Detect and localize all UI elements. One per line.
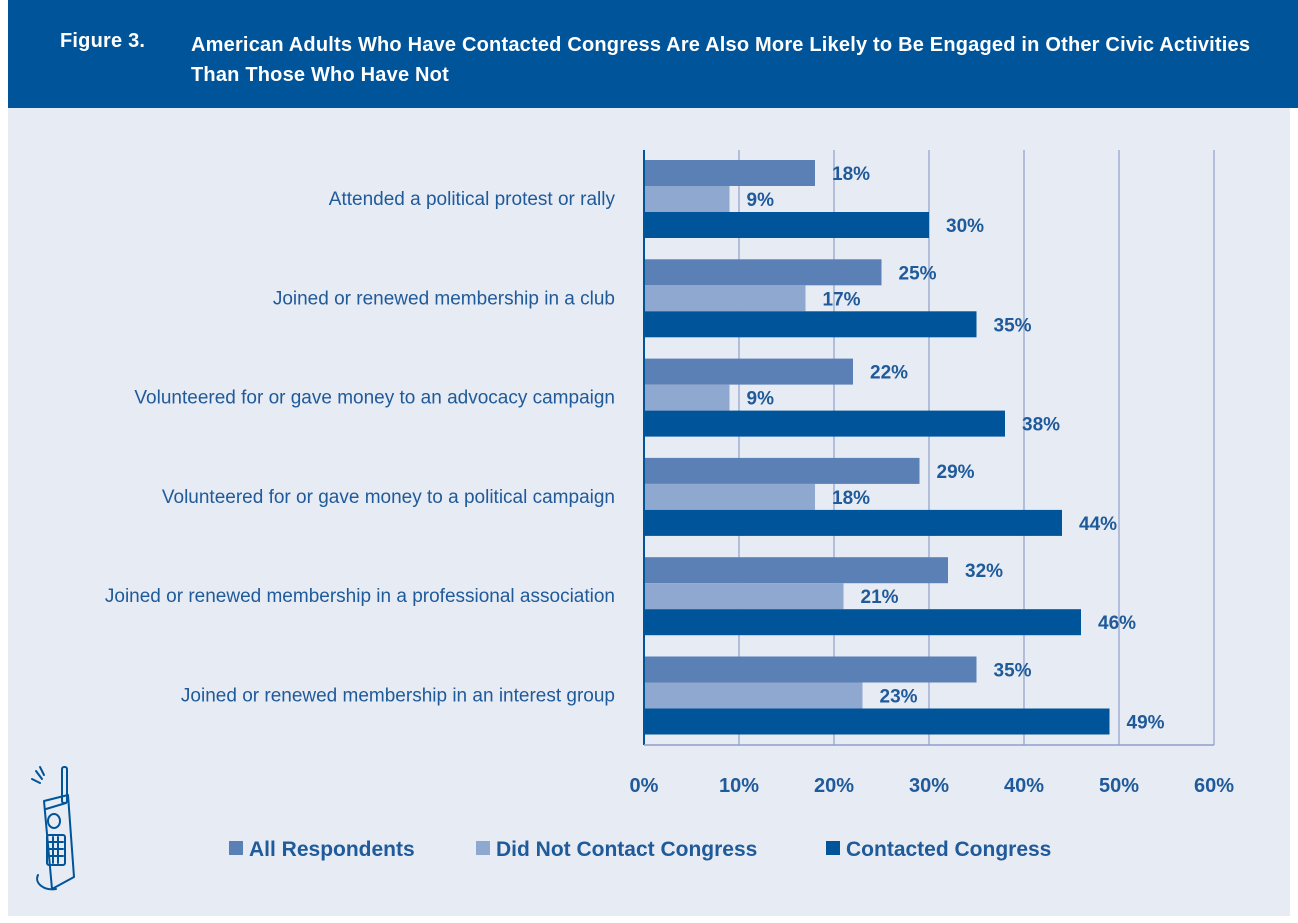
figure-title: American Adults Who Have Contacted Congr… bbox=[191, 34, 1251, 86]
bar-value-label: 18% bbox=[832, 164, 870, 185]
bar bbox=[644, 384, 730, 411]
legend-label: Did Not Contact Congress bbox=[496, 838, 757, 861]
bar-value-label: 29% bbox=[937, 462, 975, 483]
bar-value-label: 44% bbox=[1079, 514, 1117, 535]
bar-value-label: 30% bbox=[946, 216, 984, 237]
bar bbox=[644, 656, 977, 683]
category-label: Volunteered for or gave money to an advo… bbox=[134, 388, 615, 409]
category-label: Joined or renewed membership in a profes… bbox=[105, 586, 615, 607]
bar bbox=[644, 609, 1081, 636]
bar-value-label: 38% bbox=[1022, 415, 1060, 436]
figure-header: Figure 3. American Adults Who Have Conta… bbox=[8, 0, 1298, 108]
bar-value-label: 17% bbox=[823, 289, 861, 310]
category-label: Attended a political protest or rally bbox=[329, 189, 616, 210]
bar-value-label: 9% bbox=[747, 389, 775, 410]
x-tick-label: 60% bbox=[1194, 775, 1234, 797]
bar bbox=[644, 259, 882, 286]
category-label: Joined or renewed membership in an inter… bbox=[181, 686, 615, 707]
bar bbox=[644, 212, 929, 238]
bar bbox=[644, 457, 920, 484]
legend-swatch bbox=[476, 841, 490, 855]
bar-value-label: 23% bbox=[880, 687, 918, 708]
figure-label: Figure 3. bbox=[60, 30, 146, 52]
x-tick-label: 50% bbox=[1099, 775, 1139, 797]
bar bbox=[644, 583, 844, 610]
bar bbox=[644, 358, 853, 385]
bar-value-label: 49% bbox=[1127, 713, 1165, 734]
bar-value-label: 32% bbox=[965, 561, 1003, 582]
bar-value-label: 35% bbox=[994, 661, 1032, 682]
x-tick-label: 20% bbox=[814, 775, 854, 797]
x-tick-label: 40% bbox=[1004, 775, 1044, 797]
bar-value-label: 35% bbox=[994, 315, 1032, 336]
bar bbox=[644, 483, 815, 510]
legend-label: All Respondents bbox=[249, 838, 415, 861]
bar bbox=[644, 557, 948, 584]
bar bbox=[644, 311, 977, 338]
bar-value-label: 9% bbox=[747, 190, 775, 211]
phone-icon bbox=[31, 766, 75, 891]
category-label: Volunteered for or gave money to a polit… bbox=[162, 487, 615, 508]
bar-value-label: 46% bbox=[1098, 613, 1136, 634]
bar bbox=[644, 285, 806, 312]
bar bbox=[644, 682, 863, 709]
x-tick-label: 10% bbox=[719, 775, 759, 797]
bar bbox=[644, 708, 1110, 735]
bar bbox=[644, 186, 730, 212]
bar-value-label: 25% bbox=[899, 263, 937, 284]
bar-value-label: 21% bbox=[861, 587, 899, 608]
bar bbox=[644, 410, 1005, 437]
bar-value-label: 22% bbox=[870, 363, 908, 384]
bar bbox=[644, 509, 1062, 536]
legend-label: Contacted Congress bbox=[846, 838, 1051, 861]
x-tick-label: 30% bbox=[909, 775, 949, 797]
bar bbox=[644, 160, 815, 186]
x-tick-label: 0% bbox=[630, 775, 659, 797]
bar-value-label: 18% bbox=[832, 488, 870, 509]
legend-swatch bbox=[229, 841, 243, 855]
category-label: Joined or renewed membership in a club bbox=[273, 288, 615, 309]
legend-swatch bbox=[826, 841, 840, 855]
